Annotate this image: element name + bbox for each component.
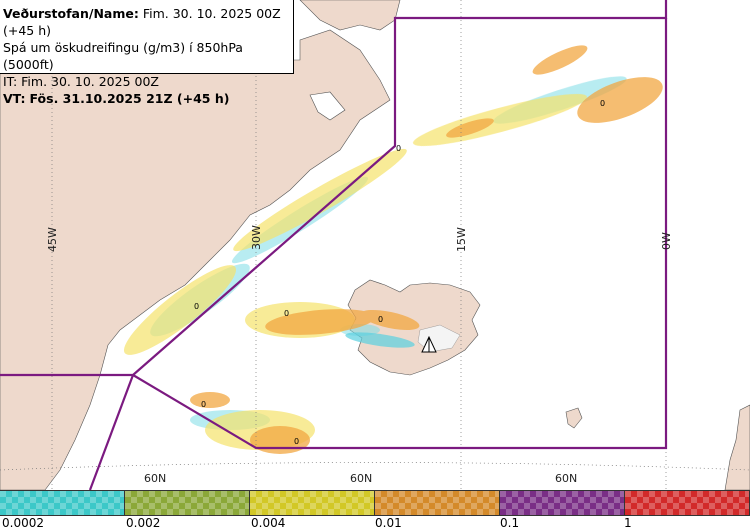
greenland-fjord — [309, 91, 346, 121]
legend-label-2: 0.002 — [126, 516, 161, 530]
legend-color-bar — [0, 490, 750, 516]
legend-swatch-6 — [625, 491, 750, 515]
info-label-vt: VT: — [3, 91, 26, 106]
info-line-1: Veðurstofan/Name: Fim. 30. 10. 2025 00Z … — [3, 5, 293, 39]
info-line-3: IT: Fim. 30. 10. 2025 00Z — [3, 74, 159, 89]
greenland-north — [299, 0, 401, 31]
legend-label-6: 1 — [624, 516, 632, 530]
contour-label: 0 — [284, 309, 289, 318]
legend-label-5: 0.1 — [500, 516, 520, 530]
lon-label-0w: 0W — [660, 232, 673, 250]
forecast-info-box: Veðurstofan/Name: Fim. 30. 10. 2025 00Z … — [0, 0, 294, 106]
lat-label-1: 60N — [144, 472, 166, 485]
norway-coast — [724, 404, 750, 490]
lat-label-2: 60N — [350, 472, 372, 485]
info-value-vt: Fös. 31.10.2025 21Z (+45 h) — [29, 91, 230, 106]
contour-label: 0 — [396, 144, 401, 153]
info-value-name: Fim. 30. 10. 2025 00Z (+45 h) — [3, 6, 281, 38]
legend-swatch-1 — [0, 491, 125, 515]
contour-label: 0 — [378, 315, 383, 324]
info-label-name: Veðurstofan/Name: — [3, 6, 139, 21]
small-island — [565, 407, 583, 429]
legend-labels: 0.0002 0.002 0.004 0.01 0.1 1 — [0, 516, 750, 532]
contour-label: 0 — [600, 99, 605, 108]
fir-boundary — [0, 0, 668, 490]
legend-swatch-5 — [500, 491, 625, 515]
contour-label: 0 — [294, 437, 299, 446]
info-line-4: VT: Fös. 31.10.2025 21Z (+45 h) — [3, 90, 293, 107]
legend-swatch-3 — [250, 491, 375, 515]
info-line-2: Spá um öskudreifingu (g/m3) í 850hPa (50… — [3, 40, 243, 72]
legend-label-4: 0.01 — [375, 516, 402, 530]
contour-label: 0 — [201, 400, 206, 409]
lat-label-3: 60N — [555, 472, 577, 485]
legend-label-3: 0.004 — [251, 516, 286, 530]
legend-swatch-4 — [375, 491, 500, 515]
lon-label-30w: 30W — [250, 225, 263, 250]
legend-label-1: 0.0002 — [2, 516, 44, 530]
lon-label-15w: 15W — [455, 227, 468, 252]
ash-plume-cyan — [345, 332, 415, 348]
legend-swatch-2 — [125, 491, 250, 515]
contour-label: 0 — [194, 302, 199, 311]
lon-label-45w: 45W — [46, 227, 59, 252]
ash-dispersion-map: 45W 30W 15W 0W 60N 60N 60N 0 0 0 0 0 0 0 — [0, 0, 750, 490]
volcano-icon — [421, 335, 437, 353]
